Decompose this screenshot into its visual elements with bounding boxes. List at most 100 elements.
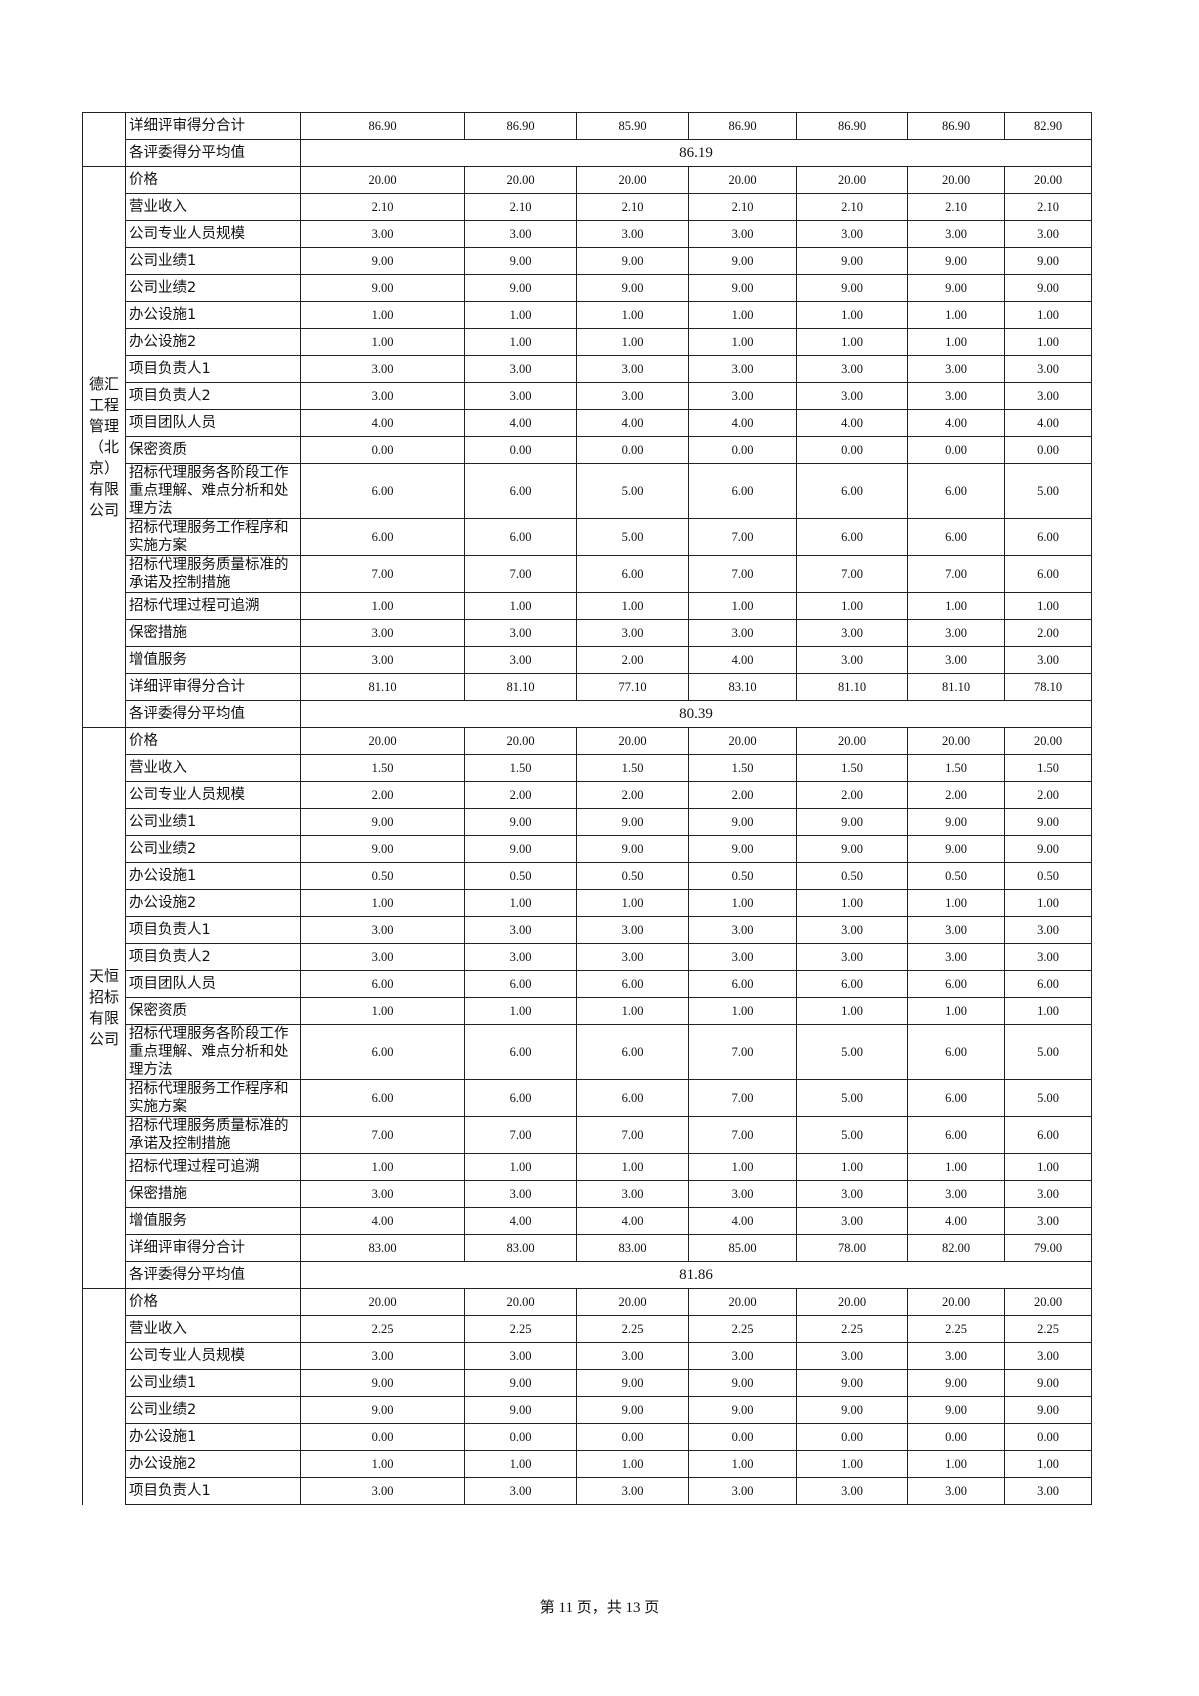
score-cell: 6.00 [300, 463, 465, 519]
score-cell: 1.00 [688, 1450, 797, 1478]
total-score-cell: 83.10 [688, 673, 797, 701]
table-row: 增值服务 4.00 4.00 4.00 4.00 3.00 4.00 3.00 [83, 1207, 1092, 1235]
score-cell: 3.00 [300, 1477, 465, 1505]
score-cell: 20.00 [464, 727, 577, 755]
criterion-label: 项目负责人1 [125, 916, 301, 944]
score-cell: 1.00 [688, 889, 797, 917]
score-cell: 3.00 [300, 1342, 465, 1370]
score-cell: 3.00 [1004, 355, 1092, 383]
score-cell: 1.00 [1004, 592, 1092, 620]
score-cell: 2.10 [464, 193, 577, 221]
score-cell: 1.00 [907, 889, 1005, 917]
score-cell: 6.00 [907, 518, 1005, 556]
score-cell: 3.00 [576, 355, 689, 383]
score-cell: 9.00 [1004, 274, 1092, 302]
score-cell: 6.00 [796, 463, 908, 519]
score-cell: 3.00 [576, 916, 689, 944]
total-score-cell: 85.90 [576, 112, 689, 140]
score-cell: 0.00 [907, 436, 1005, 464]
score-cell: 5.00 [796, 1079, 908, 1117]
score-cell: 20.00 [796, 727, 908, 755]
score-cell: 3.00 [464, 382, 577, 410]
score-cell: 7.00 [688, 1079, 797, 1117]
score-cell: 1.00 [1004, 301, 1092, 329]
score-cell: 2.00 [688, 781, 797, 809]
average-row: 各评委得分平均值 86.19 [83, 139, 1092, 167]
score-cell: 9.00 [907, 247, 1005, 275]
score-cell: 9.00 [464, 1396, 577, 1424]
criterion-label: 招标代理过程可追溯 [125, 1153, 301, 1181]
score-cell: 9.00 [907, 1396, 1005, 1424]
score-cell: 6.00 [1004, 555, 1092, 593]
score-cell: 9.00 [688, 247, 797, 275]
score-cell: 6.00 [300, 1024, 465, 1080]
table-row: 公司专业人员规模 3.00 3.00 3.00 3.00 3.00 3.00 3.00 [83, 220, 1092, 248]
criterion-label: 招标代理服务质量标准的承诺及控制措施 [125, 555, 301, 593]
score-cell: 7.00 [688, 1116, 797, 1154]
score-cell: 3.00 [796, 355, 908, 383]
score-cell: 1.50 [1004, 754, 1092, 782]
table-row: 项目负责人1 3.00 3.00 3.00 3.00 3.00 3.00 3.00 [83, 355, 1092, 383]
score-cell: 1.00 [300, 301, 465, 329]
score-cell: 3.00 [300, 943, 465, 971]
score-cell: 4.00 [576, 409, 689, 437]
score-cell: 6.00 [688, 463, 797, 519]
score-cell: 1.00 [796, 592, 908, 620]
score-cell: 6.00 [907, 970, 1005, 998]
criterion-label: 项目负责人1 [125, 355, 301, 383]
table-row: 公司业绩2 9.00 9.00 9.00 9.00 9.00 9.00 9.00 [83, 1396, 1092, 1424]
score-cell: 20.00 [688, 1288, 797, 1316]
criterion-label: 办公设施1 [125, 862, 301, 890]
score-cell: 6.00 [907, 463, 1005, 519]
table-row: 招标代理服务工作程序和实施方案 6.00 6.00 6.00 7.00 5.00 6.00 5… [83, 1079, 1092, 1117]
criterion-label: 项目团队人员 [125, 409, 301, 437]
criterion-label: 招标代理服务各阶段工作重点理解、难点分析和处理方法 [125, 463, 301, 519]
score-cell: 3.00 [300, 619, 465, 647]
score-cell: 3.00 [576, 382, 689, 410]
total-score-cell: 86.90 [796, 112, 908, 140]
score-cell: 1.00 [688, 997, 797, 1025]
score-cell: 6.00 [464, 970, 577, 998]
score-cell: 3.00 [1004, 1342, 1092, 1370]
score-cell: 4.00 [907, 1207, 1005, 1235]
table-row: 营业收入 2.25 2.25 2.25 2.25 2.25 2.25 2.25 [83, 1315, 1092, 1343]
score-cell: 3.00 [907, 382, 1005, 410]
score-cell: 9.00 [907, 1369, 1005, 1397]
score-cell: 3.00 [688, 220, 797, 248]
score-cell: 3.00 [1004, 1180, 1092, 1208]
score-cell: 0.50 [1004, 862, 1092, 890]
score-cell: 1.00 [688, 592, 797, 620]
score-cell: 3.00 [464, 1342, 577, 1370]
score-cell: 3.00 [796, 1477, 908, 1505]
score-cell: 5.00 [576, 518, 689, 556]
score-cell: 1.50 [796, 754, 908, 782]
score-cell: 20.00 [464, 166, 577, 194]
score-cell: 3.00 [796, 1342, 908, 1370]
score-cell: 6.00 [688, 970, 797, 998]
score-cell: 5.00 [576, 463, 689, 519]
score-cell: 9.00 [688, 1369, 797, 1397]
score-cell: 20.00 [464, 1288, 577, 1316]
criterion-label: 办公设施2 [125, 328, 301, 356]
total-score-cell: 83.00 [300, 1234, 465, 1262]
score-cell: 3.00 [1004, 943, 1092, 971]
score-cell: 1.00 [796, 301, 908, 329]
score-cell: 3.00 [1004, 382, 1092, 410]
score-cell: 3.00 [796, 220, 908, 248]
table-row: 项目负责人1 3.00 3.00 3.00 3.00 3.00 3.00 3.00 [83, 1477, 1092, 1505]
score-cell: 3.00 [907, 1477, 1005, 1505]
score-cell: 0.00 [796, 1423, 908, 1451]
score-cell: 3.00 [464, 1180, 577, 1208]
score-cell: 1.00 [464, 1153, 577, 1181]
score-cell: 1.00 [464, 997, 577, 1025]
score-cell: 1.00 [796, 1153, 908, 1181]
score-cell: 6.00 [576, 555, 689, 593]
table-row: 招标代理服务各阶段工作重点理解、难点分析和处理方法 6.00 6.00 5.00 6.0… [83, 463, 1092, 519]
criterion-label: 增值服务 [125, 1207, 301, 1235]
total-score-cell: 81.10 [464, 673, 577, 701]
score-cell: 6.00 [1004, 518, 1092, 556]
score-cell: 3.00 [576, 619, 689, 647]
score-cell: 0.00 [300, 436, 465, 464]
score-cell: 1.00 [907, 1153, 1005, 1181]
total-score-cell: 78.10 [1004, 673, 1092, 701]
